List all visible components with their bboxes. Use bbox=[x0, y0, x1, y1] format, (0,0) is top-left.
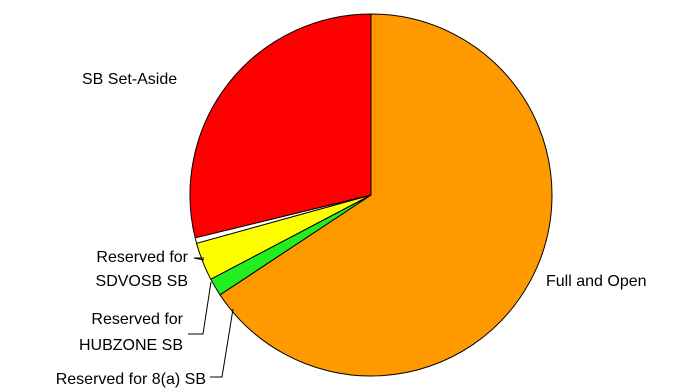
label-full-and-open: Full and Open bbox=[546, 273, 647, 290]
label-hubzone-line2: HUBZONE SB bbox=[79, 337, 183, 354]
label-hubzone-line1: Reserved for bbox=[91, 311, 183, 328]
pie-slice-full-and-open bbox=[219, 13, 553, 377]
leader-line-sdvosb bbox=[193, 257, 205, 261]
label-leader-lines bbox=[188, 257, 234, 378]
pie-slices bbox=[189, 13, 553, 377]
label-sdvosb-line2: SDVOSB SB bbox=[96, 273, 188, 290]
leader-line-hubzone bbox=[188, 281, 212, 335]
label-sb-set-aside: SB Set-Aside bbox=[82, 71, 177, 88]
label-sdvosb-line1: Reserved for bbox=[96, 249, 188, 266]
pie-slice-sb-set-aside bbox=[189, 13, 372, 239]
label-8a: Reserved for 8(a) SB bbox=[56, 371, 206, 388]
leader-line-8a bbox=[210, 308, 234, 378]
